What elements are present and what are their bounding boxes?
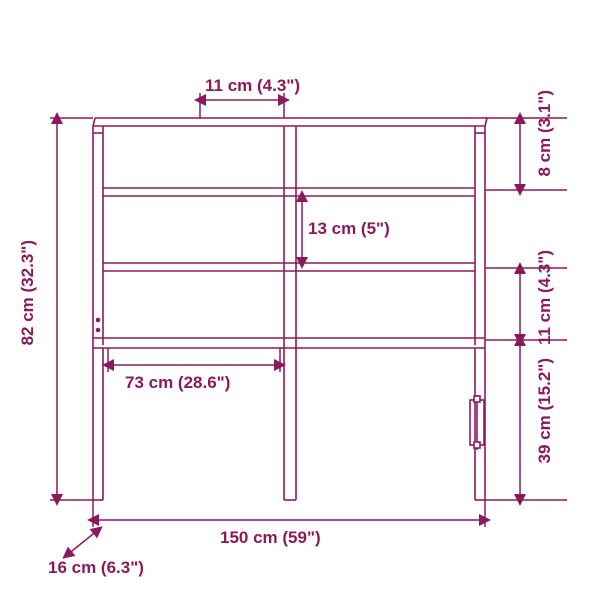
right-bottom-label: 39 cm (15.2") [535,358,555,463]
top-gap-label: 11 cm (4.3") [205,76,300,96]
dimension-lines [50,93,567,555]
width-label: 150 cm (59") [220,528,321,548]
shelf-width-label: 73 cm (28.6") [125,373,230,393]
height-label: 82 cm (32.3") [18,240,38,345]
right-mid-label: 11 cm (4.3") [535,250,555,345]
right-top-label: 8 cm (3.1") [535,90,555,177]
diagram-container: 82 cm (32.3") 150 cm (59") 16 cm (6.3") … [0,0,600,600]
depth-label: 16 cm (6.3") [48,558,144,578]
furniture-outline [93,118,487,500]
shelf-gap-label: 13 cm (5") [308,219,390,239]
